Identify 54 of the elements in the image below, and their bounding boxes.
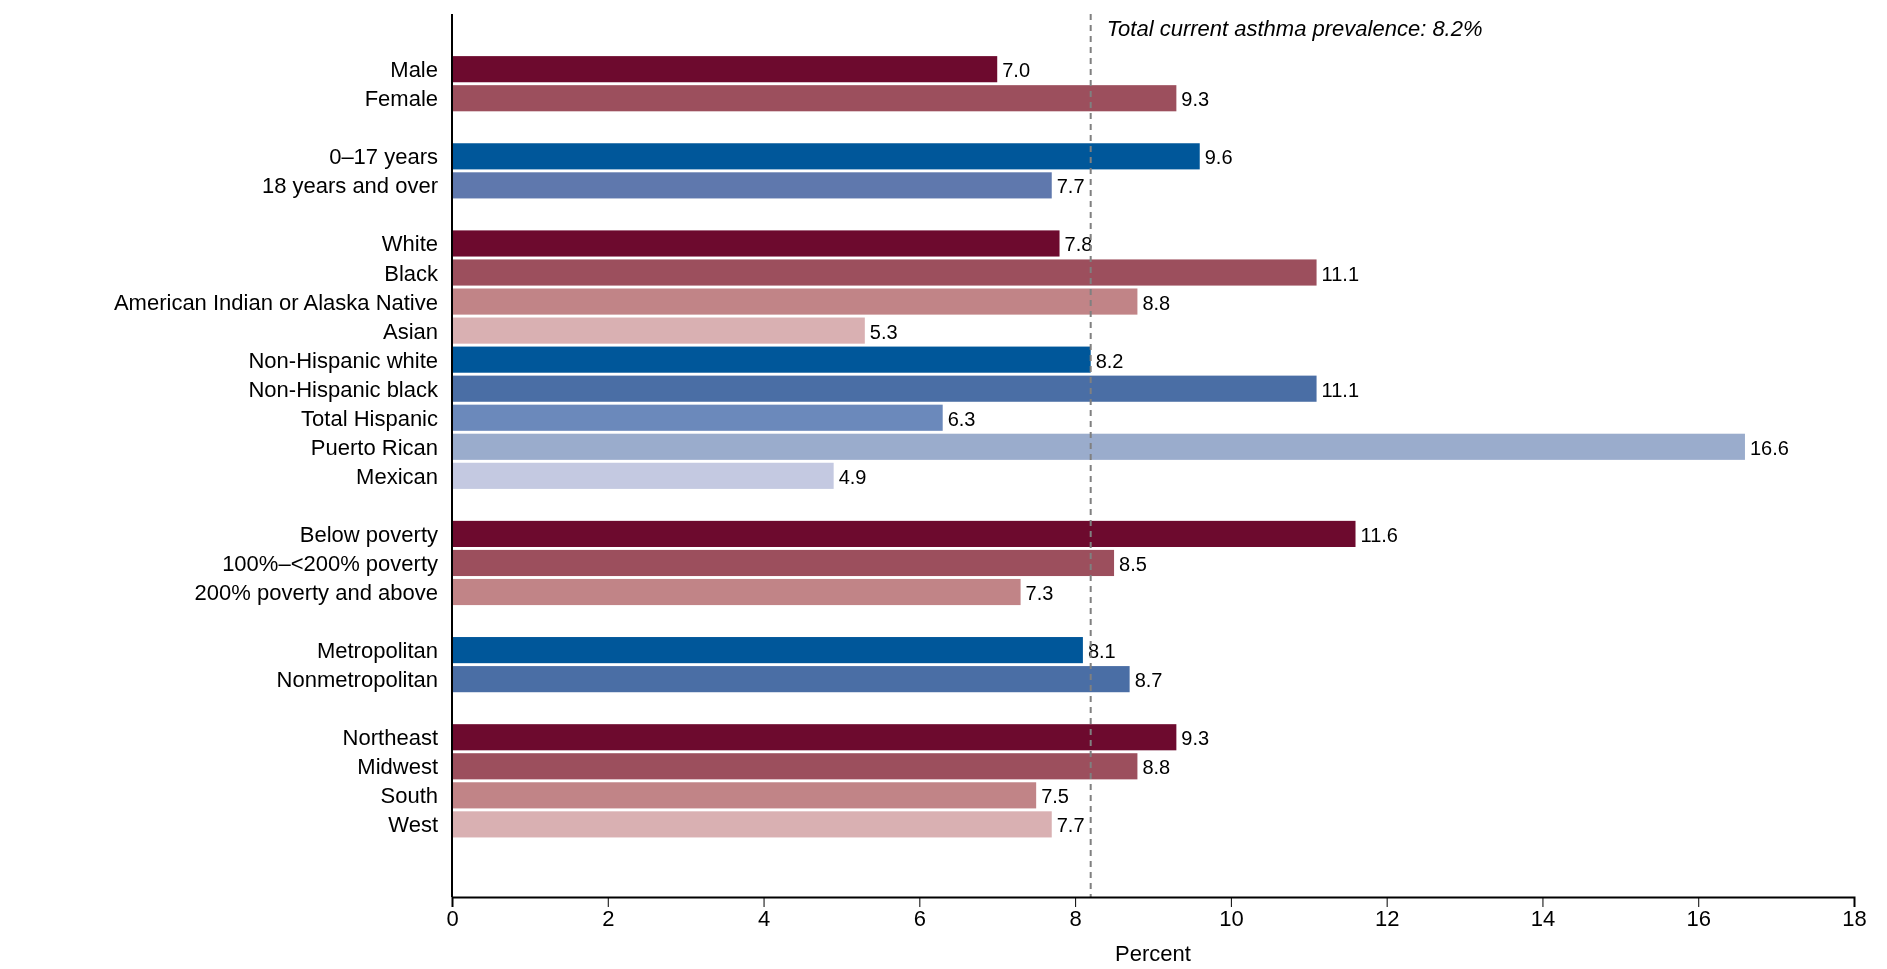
data-label: 6.3 (947, 407, 976, 430)
y-tick-label: Black (384, 260, 439, 286)
data-label: 9.3 (1181, 727, 1210, 750)
data-label: 8.7 (1134, 669, 1163, 692)
y-tick-label: 200% poverty and above (194, 580, 438, 606)
data-label: 9.3 (1181, 88, 1210, 111)
y-tick-label: White (381, 231, 438, 257)
y-tick-label: Female (364, 86, 438, 112)
data-label: 9.6 (1204, 146, 1233, 169)
y-tick-label: Nonmetropolitan (276, 667, 438, 693)
x-tick-label: 12 (1374, 905, 1400, 931)
y-tick-label: Male (390, 57, 438, 83)
x-tick-label: 2 (602, 905, 615, 931)
x-tick-label: 0 (446, 905, 459, 931)
y-tick-label: Metropolitan (316, 638, 438, 664)
data-label: 8.8 (1142, 291, 1171, 314)
x-tick-label: 10 (1219, 905, 1244, 931)
x-tick-label: 16 (1686, 905, 1711, 931)
y-tick-label: Mexican (356, 463, 438, 489)
ref-line-label: Total current asthma prevalence: 8.2% (1106, 16, 1483, 41)
x-tick-label: 6 (913, 905, 926, 931)
x-tick-label: 4 (757, 905, 771, 931)
x-tick-label: 8 (1069, 905, 1082, 931)
y-tick-label: Total Hispanic (301, 405, 438, 431)
data-label: 4.9 (838, 465, 867, 488)
y-tick-label: American Indian or Alaska Native (113, 289, 438, 315)
y-tick-label: West (388, 812, 438, 838)
y-tick-label: 18 years and over (261, 173, 438, 199)
y-tick-label: 100%–<200% poverty (222, 550, 438, 576)
data-label: 8.2 (1095, 349, 1124, 372)
y-tick-label: Northeast (342, 725, 438, 751)
data-label: 11.6 (1360, 523, 1398, 546)
data-label: 16.6 (1749, 436, 1789, 459)
data-label: 7.7 (1056, 814, 1085, 837)
y-tick-label: Below poverty (299, 521, 438, 547)
data-label: 7.0 (1002, 59, 1031, 82)
data-label: 8.8 (1142, 756, 1171, 779)
y-tick-label: Non-Hispanic white (248, 347, 438, 373)
x-tick-label: 18 (1842, 905, 1867, 931)
data-label: 8.5 (1119, 552, 1147, 575)
data-label: 11.1 (1321, 378, 1360, 401)
data-label: 7.5 (1041, 785, 1069, 808)
data-label: 11.1 (1321, 262, 1360, 285)
y-tick-label: Asian (382, 318, 438, 344)
y-tick-label: Midwest (357, 754, 438, 780)
x-axis-title: Percent (1115, 941, 1191, 966)
data-label: 7.7 (1056, 175, 1085, 198)
x-tick-label: 14 (1530, 905, 1556, 931)
data-label: 7.3 (1025, 582, 1054, 605)
data-label: 5.3 (869, 320, 898, 343)
y-tick-label: Non-Hispanic black (248, 376, 439, 402)
y-tick-label: 0–17 years (329, 144, 438, 170)
y-tick-label: Puerto Rican (310, 434, 438, 460)
y-tick-label: South (380, 783, 438, 809)
